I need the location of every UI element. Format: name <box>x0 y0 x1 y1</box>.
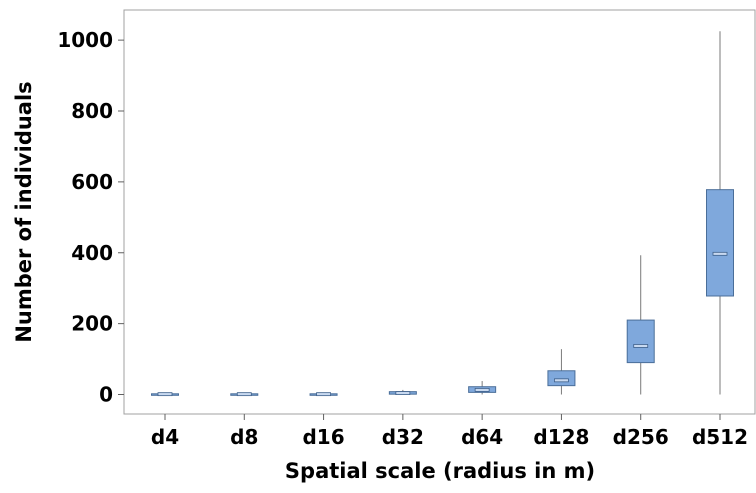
x-axis: d4 d8 d16 d32 d64 d128 d256 d512 <box>151 414 748 449</box>
x-tick-label-d4: d4 <box>151 425 179 449</box>
x-tick-label-d256: d256 <box>613 425 669 449</box>
median-marker <box>474 388 490 392</box>
iqr-box <box>547 370 576 387</box>
iqr-box <box>626 319 655 364</box>
median-marker <box>157 392 173 397</box>
y-tick-label: 1000 <box>57 28 113 52</box>
x-tick-label-d512: d512 <box>692 425 748 449</box>
box-d4 <box>151 392 179 397</box>
median-marker <box>395 391 411 395</box>
y-tick-label: 800 <box>71 99 113 123</box>
y-tick-label: 400 <box>71 241 113 265</box>
y-axis: 0 200 400 600 800 1000 <box>57 28 124 407</box>
plot-frame <box>123 9 756 415</box>
median-marker <box>554 378 569 383</box>
x-tick-label-d64: d64 <box>461 425 503 449</box>
box-d64 <box>468 381 497 395</box>
box-d32 <box>388 389 417 395</box>
median-marker <box>633 344 649 348</box>
y-axis-title: Number of individuals <box>12 81 36 342</box>
box-d256 <box>626 255 655 395</box>
y-tick-label: 600 <box>71 170 113 194</box>
box-d512 <box>706 31 734 395</box>
box-d16 <box>309 392 338 397</box>
y-tick-label: 0 <box>99 383 113 407</box>
x-tick-label-d16: d16 <box>302 425 344 449</box>
x-tick-label-d8: d8 <box>230 425 258 449</box>
x-axis-title: Spatial scale (radius in m) <box>285 459 595 483</box>
median-marker <box>712 251 728 256</box>
box-d128 <box>547 349 576 395</box>
x-tick-label-d32: d32 <box>382 425 424 449</box>
x-tick-label-d128: d128 <box>533 425 589 449</box>
iqr-box <box>706 189 734 297</box>
box-d8 <box>230 392 259 397</box>
median-marker <box>316 392 331 397</box>
y-tick-label: 200 <box>71 312 113 336</box>
boxes-group <box>151 31 734 397</box>
median-marker <box>236 392 252 397</box>
